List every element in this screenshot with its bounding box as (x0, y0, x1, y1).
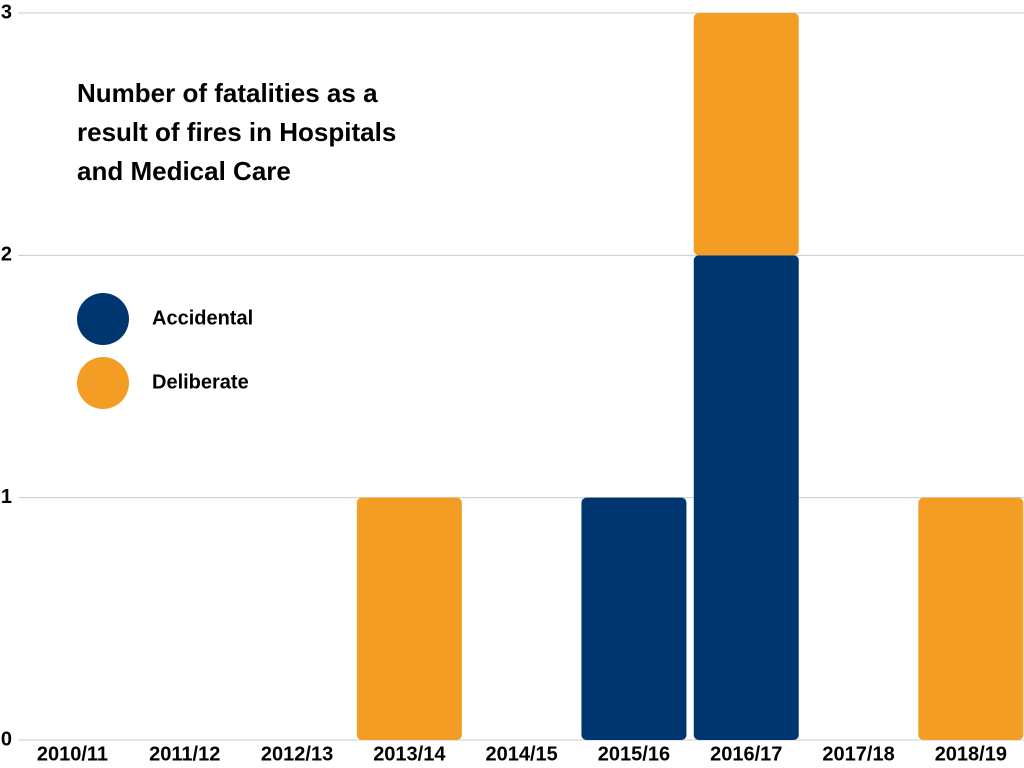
x-tick-label: 2014/15 (486, 743, 558, 765)
bar-segment (693, 13, 799, 256)
legend-label: Deliberate (152, 371, 249, 393)
chart-title: Number of fatalities as a result of fire… (77, 78, 397, 186)
bar-segment (693, 255, 799, 741)
bar-segment (581, 497, 687, 740)
y-tick-label: 1 (1, 486, 12, 508)
bar-segment (918, 497, 1024, 740)
bar-segment (356, 497, 462, 740)
legend-marker (77, 293, 129, 345)
x-tick-label: 2017/18 (822, 743, 894, 765)
y-tick-label: 3 (1, 1, 12, 23)
x-tick-label: 2012/13 (261, 743, 333, 765)
x-tick-label: 2015/16 (598, 743, 670, 765)
x-tick-label: 2011/12 (149, 743, 220, 765)
legend-marker (77, 357, 129, 409)
x-tick-label: 2010/11 (37, 743, 108, 765)
x-tick-label: 2013/14 (373, 743, 446, 765)
x-tick-label: 2016/17 (710, 743, 782, 765)
x-tick-label: 2018/19 (935, 743, 1007, 765)
y-tick-label: 2 (1, 244, 12, 266)
y-tick-label: 0 (1, 728, 12, 750)
legend-label: Accidental (152, 307, 253, 329)
